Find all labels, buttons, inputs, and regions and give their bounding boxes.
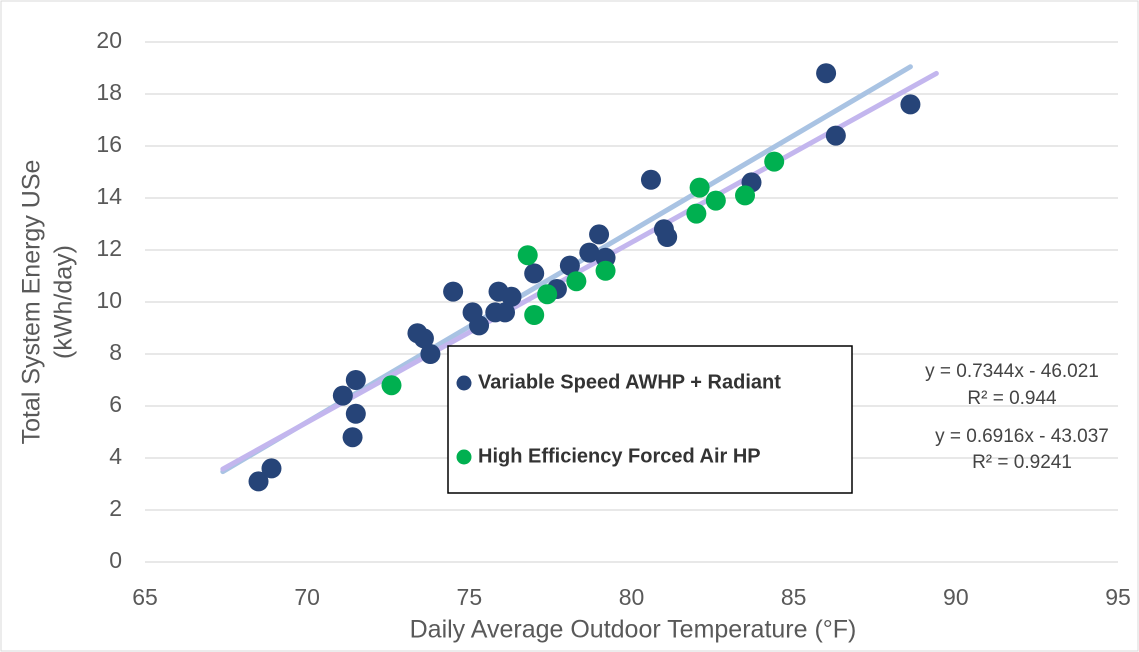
point bbox=[261, 458, 282, 479]
legend bbox=[447, 345, 853, 494]
y-tick-label: 18 bbox=[96, 79, 122, 105]
point bbox=[524, 263, 545, 284]
legend-label: High Efficiency Forced Air HP bbox=[478, 445, 761, 467]
y-tick-label: 2 bbox=[109, 495, 122, 521]
point bbox=[501, 286, 522, 307]
y-tick-label: 4 bbox=[109, 443, 122, 469]
point bbox=[443, 281, 464, 302]
x-tick-label: 90 bbox=[943, 584, 969, 610]
point bbox=[657, 227, 678, 247]
point bbox=[764, 151, 785, 172]
point bbox=[345, 370, 366, 390]
trend-equation: y = 0.7344x - 46.021 bbox=[925, 361, 1099, 382]
x-tick-label: 70 bbox=[294, 584, 320, 610]
point bbox=[686, 203, 707, 224]
point bbox=[420, 344, 441, 364]
point bbox=[537, 284, 558, 305]
point bbox=[735, 185, 756, 206]
point bbox=[469, 315, 490, 336]
point bbox=[566, 271, 587, 292]
point bbox=[332, 385, 353, 406]
point bbox=[689, 177, 710, 198]
x-tick-label: 95 bbox=[1105, 584, 1131, 610]
legend-marker bbox=[456, 449, 472, 465]
y-tick-label: 12 bbox=[96, 235, 122, 261]
point bbox=[595, 260, 616, 281]
point bbox=[825, 125, 846, 146]
point bbox=[579, 242, 600, 263]
y-tick-label: 14 bbox=[96, 183, 122, 209]
trend-equation: y = 0.6916x - 43.037 bbox=[935, 426, 1109, 447]
point bbox=[900, 94, 921, 115]
point bbox=[524, 305, 545, 325]
point bbox=[559, 255, 580, 276]
point bbox=[342, 427, 363, 448]
point bbox=[705, 190, 726, 211]
y-tick-label: 6 bbox=[109, 391, 122, 417]
point bbox=[345, 403, 366, 424]
trend-r2: R² = 0.9241 bbox=[972, 452, 1072, 473]
point bbox=[640, 169, 661, 190]
x-tick-label: 65 bbox=[132, 584, 158, 610]
y-tick-label: 8 bbox=[109, 339, 122, 365]
point bbox=[517, 245, 538, 266]
x-tick-label: 80 bbox=[619, 584, 645, 610]
point bbox=[413, 328, 434, 349]
y-tick-label: 10 bbox=[96, 287, 122, 313]
x-tick-label: 85 bbox=[781, 584, 807, 610]
point bbox=[589, 224, 610, 245]
trend-r2: R² = 0.944 bbox=[967, 388, 1057, 409]
x-axis-title: Daily Average Outdoor Temperature (°F) bbox=[410, 616, 857, 644]
point bbox=[816, 63, 837, 84]
y-axis-title: (kWh/day) bbox=[50, 245, 78, 359]
y-tick-label: 16 bbox=[96, 131, 122, 157]
point bbox=[248, 471, 269, 492]
y-axis-title: Total System Energy USe bbox=[18, 160, 46, 445]
point bbox=[381, 375, 402, 396]
point bbox=[495, 302, 516, 323]
legend-label: Variable Speed AWHP + Radiant bbox=[478, 371, 781, 393]
legend-marker bbox=[456, 375, 472, 391]
y-tick-label: 0 bbox=[109, 547, 122, 573]
x-tick-label: 75 bbox=[457, 584, 483, 610]
y-tick-label: 20 bbox=[96, 27, 122, 53]
